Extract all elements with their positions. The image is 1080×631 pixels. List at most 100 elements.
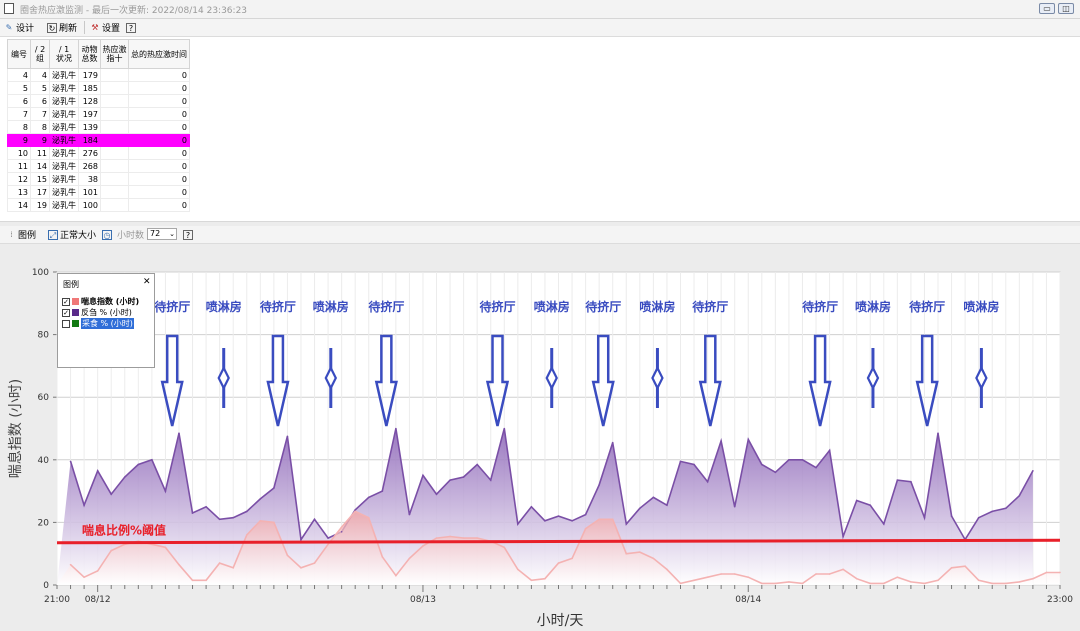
table-row[interactable]: 4 4 泌乳牛 179 0 [7, 68, 190, 82]
rumination-point [679, 460, 682, 463]
table-cell-index [100, 120, 129, 134]
rumination-point [232, 516, 235, 519]
design-button[interactable]: ✎ 设计 [4, 21, 34, 35]
table-cell-time: 0 [128, 172, 190, 186]
table-row[interactable]: 8 8 泌乳牛 139 0 [7, 120, 190, 134]
col-header-total[interactable]: 动物 总数 [78, 39, 101, 69]
table-row[interactable]: 14 19 泌乳牛 100 0 [7, 198, 190, 212]
table-row[interactable]: 6 6 泌乳牛 128 0 [7, 94, 190, 108]
table-cell-time: 0 [128, 107, 190, 121]
col-header-label: 总的热应激时间 [131, 49, 187, 59]
checkbox-icon[interactable]: ✓ [62, 297, 70, 306]
col-header-label: / 2 组 [34, 45, 46, 63]
table-cell-status: 泌乳牛 [49, 133, 79, 147]
breathing-point [327, 543, 329, 546]
breathing-point [422, 545, 424, 547]
table-cell-total: 101 [78, 185, 101, 199]
hours-select[interactable]: 72 ⌄ [147, 228, 177, 240]
legend-item-feeding[interactable]: 采食 % (小时) [62, 318, 134, 329]
breathing-point [1032, 577, 1034, 580]
chevron-down-icon: ⌄ [169, 230, 175, 238]
checkbox-icon[interactable]: ✓ [62, 308, 70, 317]
annotation-label: 待挤厅 [368, 299, 404, 314]
breathing-point [517, 568, 519, 571]
splitter[interactable] [0, 221, 1080, 227]
down-arrow-icon [160, 334, 184, 427]
legend-button-label: 图例 [18, 231, 37, 241]
rumination-point [693, 463, 695, 466]
breathing-point [950, 566, 953, 569]
table-cell-total: 185 [78, 81, 101, 95]
breathing-point [259, 520, 262, 522]
breathing-point [910, 581, 912, 583]
rumination-point [652, 496, 655, 499]
breathing-point [381, 556, 384, 558]
down-arrow-icon [808, 334, 832, 427]
table-row[interactable]: 10 11 泌乳牛 276 0 [7, 146, 190, 160]
chart: 0 20 40 60 80 100 21:00 08/12 08/13 08/14 23:00 喘息比… [7, 268, 1073, 629]
table-cell-group: 5 [30, 81, 50, 95]
help-button[interactable]: ? [126, 21, 136, 34]
table-row[interactable]: 11 14 泌乳牛 268 0 [7, 159, 190, 173]
col-header-group[interactable]: / 2 组 [30, 39, 50, 69]
rumination-point [991, 510, 994, 513]
breathing-point [828, 573, 831, 575]
checkbox-icon[interactable] [62, 319, 70, 328]
chart-panel: 0 20 40 60 80 100 21:00 08/12 08/13 08/14 23:00 喘息比… [0, 244, 1080, 631]
breathing-point [720, 573, 722, 575]
breathing-point [313, 562, 316, 564]
breathing-point [977, 579, 980, 582]
refresh-button[interactable]: ↻ 刷新 [47, 21, 77, 34]
rumination-point [747, 438, 750, 441]
normal-size-button[interactable]: ⤢ 正常大小 [48, 228, 96, 241]
col-header-label: 热应激 指十 [102, 45, 127, 63]
rumination-point [950, 515, 953, 517]
breathing-point [110, 549, 113, 552]
x-tick-label: 08/14 [735, 595, 761, 605]
down-arrow-icon [374, 334, 398, 427]
rumination-point [408, 513, 411, 516]
table-cell-id: 8 [7, 120, 31, 134]
table-row[interactable]: 13 17 泌乳牛 101 0 [7, 185, 190, 199]
breathing-point [896, 576, 899, 578]
col-header-heat-index[interactable]: 热应激 指十 [100, 39, 129, 69]
rumination-point [1018, 494, 1021, 497]
table-cell-status: 泌乳牛 [49, 198, 79, 212]
y-tick-label: 100 [32, 268, 49, 278]
table-cell-id: 14 [7, 198, 31, 212]
table-cell-time: 0 [128, 94, 190, 108]
legend-item-breathing[interactable]: ✓ 喘息指数 (小时) [62, 296, 139, 307]
table-header-row: 编号 / 2 组 / 1 状况 动物 总数 热应激 指十 总的热应激时间 [7, 39, 190, 69]
breathing-point [395, 574, 397, 577]
legend-panel: 图例 ✕ ✓ 喘息指数 (小时) ✓ 反刍 % (小时) 采食 % (小时) [57, 273, 155, 368]
col-header-id[interactable]: 编号 [7, 39, 31, 69]
table-row[interactable]: 5 5 泌乳牛 185 0 [7, 81, 190, 95]
table-cell-status: 泌乳牛 [49, 172, 79, 186]
breathing-point [774, 582, 777, 585]
legend-item-rumination[interactable]: ✓ 反刍 % (小时) [62, 307, 132, 318]
breathing-point [286, 554, 289, 557]
table-row[interactable]: 7 7 泌乳牛 197 0 [7, 107, 190, 121]
down-arrow-icon [591, 334, 615, 427]
minimize-button[interactable]: ▭ [1039, 3, 1055, 14]
chart-help-button[interactable]: ? [183, 228, 193, 241]
breathing-point [584, 527, 587, 530]
diamond-icon [324, 365, 338, 391]
rumination-point [557, 515, 560, 517]
table-row[interactable]: 12 15 泌乳牛 38 0 [7, 172, 190, 186]
breathing-point [882, 582, 885, 585]
settings-button[interactable]: ⚒ 设置 [90, 21, 120, 35]
rumination-point [354, 509, 356, 511]
col-header-heat-time[interactable]: 总的热应激时间 [128, 39, 190, 69]
rumination-point [435, 493, 438, 496]
legend-button[interactable]: ⁞ 图例 [10, 228, 37, 242]
rumination-point [611, 441, 614, 444]
refresh-icon: ↻ [47, 22, 57, 33]
annotation-label: 待挤厅 [802, 299, 838, 314]
breathing-point [218, 562, 221, 564]
col-header-status[interactable]: / 1 状况 [49, 39, 79, 69]
close-icon[interactable]: ✕ [143, 277, 151, 287]
threshold-label: 喘息比例%阈值 [82, 523, 166, 538]
table-row[interactable]: 9 9 泌乳牛 184 0 [7, 133, 190, 147]
restore-button[interactable]: ◫ [1058, 3, 1074, 14]
